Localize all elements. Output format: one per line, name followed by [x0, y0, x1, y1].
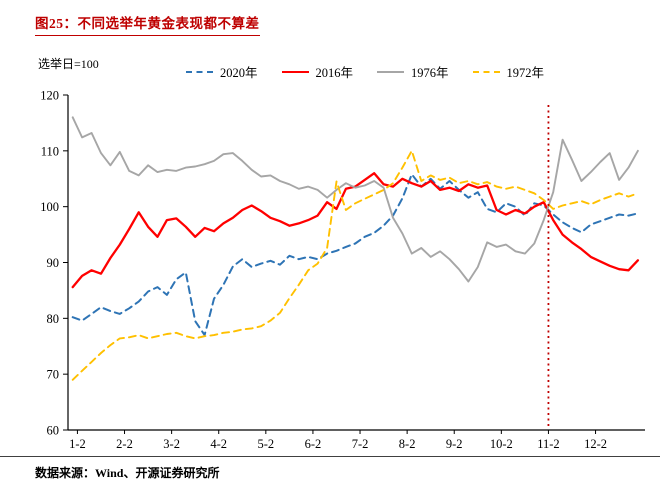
svg-text:80: 80: [47, 312, 60, 326]
legend-item-2020: 2020年: [186, 62, 258, 81]
svg-text:100: 100: [40, 200, 59, 214]
svg-text:9-2: 9-2: [446, 437, 463, 451]
footer-divider: [0, 456, 660, 457]
data-source: 数据来源：Wind、开源证券研究所: [35, 466, 220, 480]
axis-note: 选举日=100: [38, 57, 99, 71]
legend-item-1972: 1972年: [472, 62, 545, 81]
legend-item-2016: 2016年: [281, 62, 354, 81]
chart-legend: 2020年 2016年 1976年 1972年: [186, 62, 544, 81]
line-sample-2016-icon: [281, 70, 309, 73]
svg-text:110: 110: [41, 144, 59, 158]
svg-text:90: 90: [47, 256, 60, 270]
svg-text:120: 120: [40, 89, 59, 103]
legend-label-2016: 2016年: [315, 66, 354, 80]
legend-item-1976: 1976年: [377, 62, 449, 81]
legend-label-1976: 1976年: [411, 66, 449, 80]
figure-title: 图25：不同选举年黄金表现都不算差: [35, 12, 260, 36]
svg-text:2-2: 2-2: [116, 437, 133, 451]
svg-text:4-2: 4-2: [210, 437, 227, 451]
svg-text:60: 60: [47, 424, 60, 438]
svg-text:1-2: 1-2: [69, 437, 86, 451]
line-sample-2020-icon: [186, 70, 213, 73]
legend-label-2020: 2020年: [220, 66, 258, 80]
line-sample-1976-icon: [377, 70, 405, 73]
svg-text:7-2: 7-2: [352, 437, 369, 451]
svg-text:11-2: 11-2: [537, 437, 559, 451]
svg-text:5-2: 5-2: [257, 437, 274, 451]
svg-text:8-2: 8-2: [399, 437, 416, 451]
line-sample-1972-icon: [472, 70, 500, 73]
svg-text:3-2: 3-2: [163, 437, 180, 451]
legend-label-1972: 1972年: [506, 66, 545, 80]
svg-text:12-2: 12-2: [584, 437, 607, 451]
svg-text:10-2: 10-2: [490, 437, 513, 451]
svg-text:70: 70: [47, 368, 60, 382]
svg-text:6-2: 6-2: [305, 437, 322, 451]
gold-performance-line-chart: 60 70 80 90 100 110 120 1-2 2-2 3-2 4-2 5-2 6-2 7-2 8-…: [40, 89, 645, 451]
